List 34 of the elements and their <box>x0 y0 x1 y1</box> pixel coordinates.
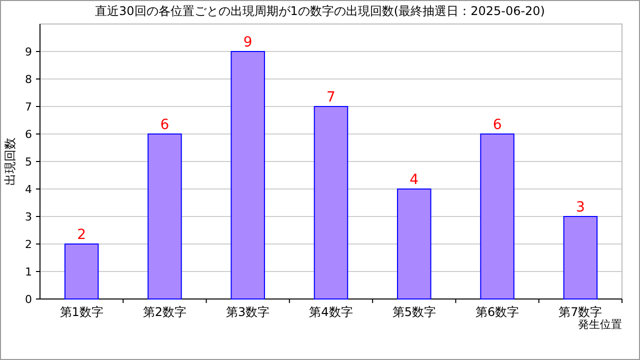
bar <box>230 51 265 300</box>
x-tick-label: 第3数字 <box>226 305 270 319</box>
data-label: 6 <box>160 117 170 133</box>
y-axis-title: 出現回数 <box>3 138 17 186</box>
x-tick-label: 第6数字 <box>475 305 520 319</box>
bar <box>563 216 598 300</box>
data-label: 7 <box>326 90 336 106</box>
y-tick-label: 7 <box>25 100 32 114</box>
bar <box>64 244 99 300</box>
data-label: 3 <box>576 200 585 216</box>
y-tick-label: 1 <box>25 266 32 278</box>
data-label: 6 <box>492 117 502 133</box>
y-tick-label: 0 <box>25 293 32 306</box>
bar <box>480 134 514 300</box>
chart-title: 直近30回の各位置ごとの出現周期が1の数字の出現回数(最終抽選日：2025-06-20) <box>94 4 546 18</box>
bar <box>397 188 432 300</box>
data-label: 2 <box>77 227 86 243</box>
x-tick-label: 第5数字 <box>392 305 436 319</box>
x-tick-label: 第2数字 <box>142 305 187 319</box>
x-axis-title: 発生位置 <box>578 318 622 331</box>
y-tick-label: 9 <box>25 46 32 58</box>
y-tick-label: 5 <box>25 156 32 168</box>
y-tick-label: 2 <box>25 238 32 251</box>
data-label: 9 <box>243 34 252 50</box>
y-tick-label: 8 <box>25 73 32 86</box>
y-tick-label: 3 <box>25 210 32 224</box>
data-label: 4 <box>410 172 419 188</box>
x-tick-label: 第7数字 <box>558 305 602 319</box>
bar <box>314 106 348 300</box>
y-tick-label: 4 <box>25 183 32 196</box>
x-tick-label: 第1数字 <box>60 305 104 319</box>
y-tick-label: 6 <box>25 128 32 141</box>
bar <box>148 134 182 300</box>
x-tick-label: 第4数字 <box>309 305 353 319</box>
